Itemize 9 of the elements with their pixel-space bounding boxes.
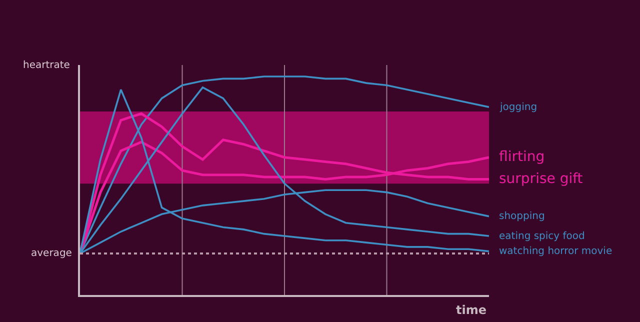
series-label: jogging bbox=[499, 102, 538, 113]
series-label: flirting bbox=[499, 149, 545, 165]
series-label: eating spicy food bbox=[499, 231, 585, 242]
y-axis-title: heartrate bbox=[23, 60, 70, 71]
series-label: watching horror movie bbox=[499, 246, 612, 257]
ref-line-label: average bbox=[31, 248, 72, 259]
series-label: shopping bbox=[499, 211, 545, 222]
series-label: surprise gift bbox=[499, 171, 584, 187]
x-axis-title: time bbox=[456, 303, 486, 317]
